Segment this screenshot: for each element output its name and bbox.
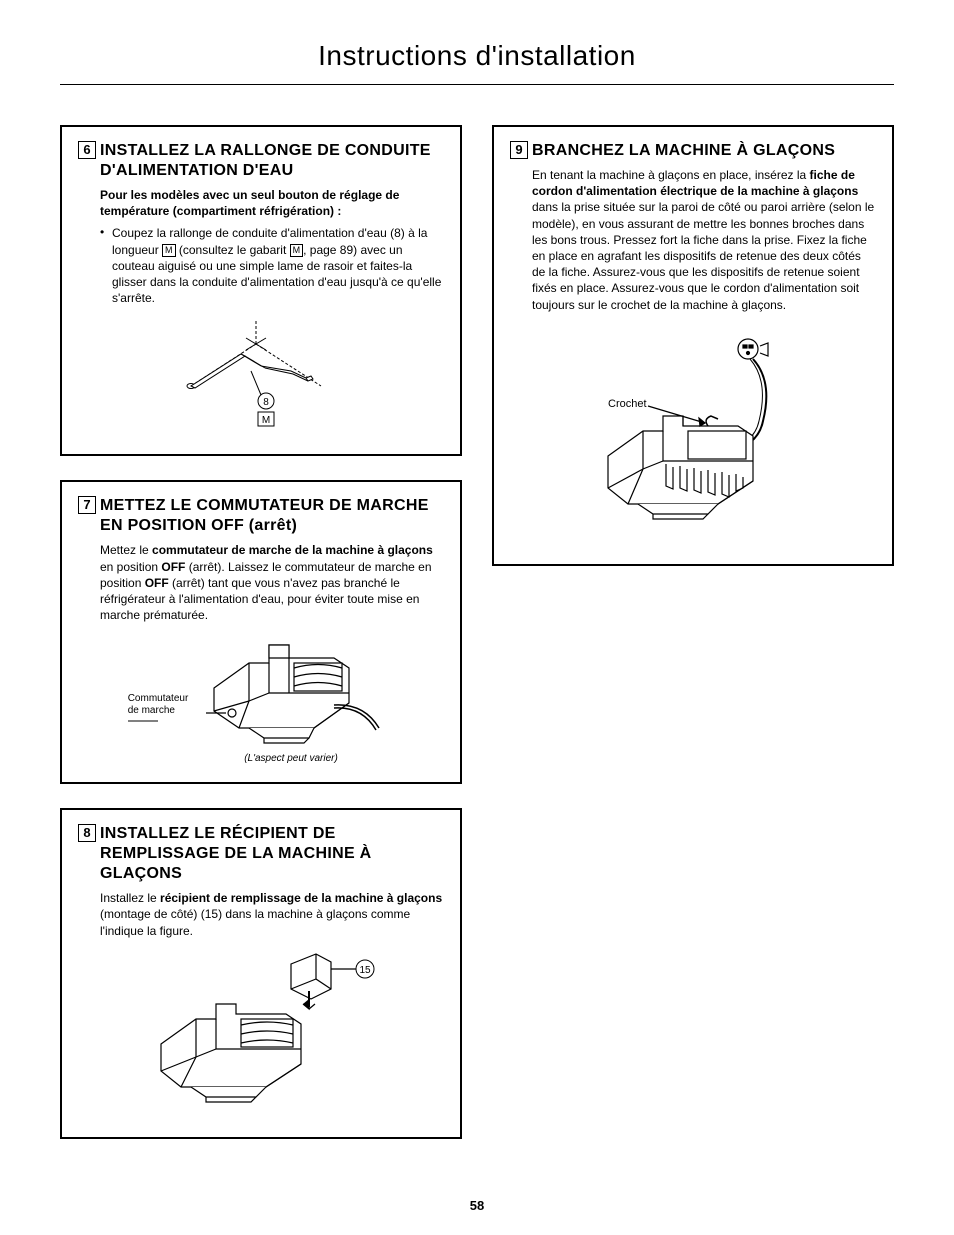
left-column: 6 INSTALLEZ LA RALLONGE DE CONDUITE D'AL… xyxy=(60,125,462,1163)
page-title: Instructions d'installation xyxy=(60,40,894,85)
step-8-title: INSTALLEZ LE RÉCIPIENT DE REMPLISSAGE DE… xyxy=(100,824,444,884)
m-box-icon: M xyxy=(290,244,304,257)
step-7-title: METTEZ LE COMMUTATEUR DE MARCHE EN POSIT… xyxy=(100,496,444,536)
step-7-caption: (L'aspect peut varier) xyxy=(138,753,444,764)
step-6-title: INSTALLEZ LA RALLONGE DE CONDUITE D'ALIM… xyxy=(100,141,444,181)
step-6-box: 6 INSTALLEZ LA RALLONGE DE CONDUITE D'AL… xyxy=(60,125,462,456)
step-9-box: 9 BRANCHEZ LA MACHINE À GLAÇONS En tenan… xyxy=(492,125,894,566)
right-column: 9 BRANCHEZ LA MACHINE À GLAÇONS En tenan… xyxy=(492,125,894,1163)
content-columns: 6 INSTALLEZ LA RALLONGE DE CONDUITE D'AL… xyxy=(60,125,894,1163)
step-6-bullet: • Coupez la rallonge de conduite d'alime… xyxy=(100,225,444,306)
step-6-number: 6 xyxy=(78,141,96,159)
m-box-icon: M xyxy=(162,244,176,257)
step-6-subtitle: Pour les modèles avec un seul bouton de … xyxy=(100,187,444,219)
page-number: 58 xyxy=(0,1198,954,1213)
callout-m: M xyxy=(262,415,270,426)
step-9-title: BRANCHEZ LA MACHINE À GLAÇONS xyxy=(532,141,876,161)
step-8-text: Installez le récipient de remplissage de… xyxy=(100,890,444,939)
step-8-box: 8 INSTALLEZ LE RÉCIPIENT DE REMPLISSAGE … xyxy=(60,808,462,1139)
step-9-diagram: Crochet xyxy=(510,331,876,546)
step-6-diagram: 8 M xyxy=(78,316,444,436)
step-7-text: Mettez le commutateur de marche de la ma… xyxy=(100,542,444,623)
crochet-label: Crochet xyxy=(608,398,647,410)
bullet-icon: • xyxy=(100,225,112,306)
step-6-text: Coupez la rallonge de conduite d'aliment… xyxy=(112,225,444,306)
callout-15: 15 xyxy=(359,965,371,976)
step-7-number: 7 xyxy=(78,496,96,514)
step-7-diagram: Commutateurde marche xyxy=(78,633,444,764)
callout-8: 8 xyxy=(263,397,269,408)
step-8-number: 8 xyxy=(78,824,96,842)
step-9-number: 9 xyxy=(510,141,528,159)
step-7-box: 7 METTEZ LE COMMUTATEUR DE MARCHE EN POS… xyxy=(60,480,462,784)
step-9-text: En tenant la machine à glaçons en place,… xyxy=(532,167,876,313)
step-8-diagram: 15 xyxy=(78,949,444,1119)
switch-label: Commutateurde marche xyxy=(128,693,189,753)
